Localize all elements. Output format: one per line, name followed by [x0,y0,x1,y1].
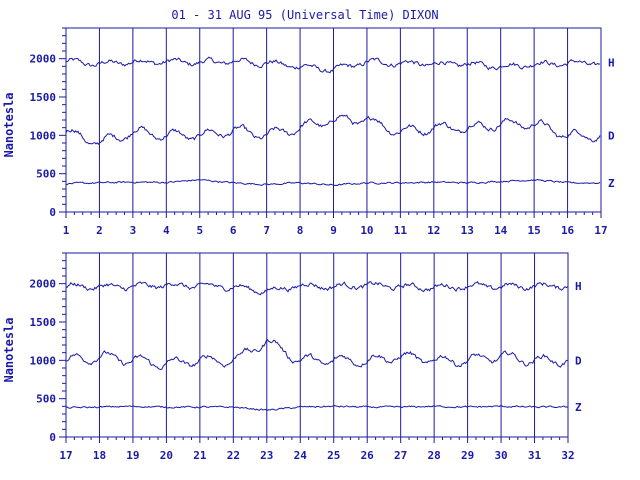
x-tick-label: 27 [394,449,407,462]
y-tick-label: 1500 [30,91,57,104]
x-tick-label: 17 [59,449,72,462]
series-label-h: H [608,57,615,70]
x-tick-label: 16 [561,224,575,237]
y-tick-label: 0 [49,206,56,219]
x-tick-label: 26 [361,449,375,462]
y-tick-label: 1000 [30,129,57,142]
x-tick-label: 1 [63,224,70,237]
x-tick-label: 25 [327,449,340,462]
x-tick-label: 3 [130,224,137,237]
panel-2: 17 18 19 20 21 22 23 24 25 26 27 28 29 30 31 32 0 500 1000… [30,252,582,462]
x-tick-label: 4 [163,224,170,237]
x-tick-label: 21 [193,449,207,462]
panels-group: 1 2 3 4 5 6 7 8 9 10 11 12 13 14 15 16 17050010001500200… [30,27,615,462]
series-line-d [65,339,568,371]
x-tick-label: 18 [93,449,106,462]
x-tick-label: 30 [494,449,507,462]
series-label-d: D [608,129,615,142]
x-tick-label: 29 [461,449,474,462]
x-tick-label: 32 [561,449,574,462]
x-tick-label: 14 [494,224,508,237]
series-label-h: H [575,280,582,293]
chart-title: 01 - 31 AUG 95 (Universal Time) DIXON [171,8,438,22]
panel-frame [65,252,569,438]
y-axis-label-bottom: Nanotesla [2,317,16,382]
y-tick-label: 1000 [30,354,57,367]
series-line-h [65,281,568,296]
panel-1: 1 2 3 4 5 6 7 8 9 10 11 12 13 14 15 16 17050010001500200… [30,27,615,237]
y-tick-label: 500 [36,393,56,406]
series-line-z [65,404,568,411]
y-tick-label: 2000 [30,278,57,291]
x-tick-label: 22 [227,449,240,462]
x-tick-label: 23 [260,449,273,462]
x-tick-label: 9 [330,224,337,237]
x-tick-label: 8 [297,224,304,237]
y-tick-label: 2000 [30,53,57,66]
x-tick-label: 6 [230,224,237,237]
x-tick-label: 7 [263,224,270,237]
x-tick-label: 28 [428,449,441,462]
y-tick-label: 0 [49,431,56,444]
series-label-z: Z [575,401,582,414]
series-line-d [65,114,601,145]
series-label-z: Z [608,177,615,190]
x-tick-label: 19 [126,449,139,462]
y-tick-label: 500 [36,168,56,181]
x-tick-label: 2 [96,224,103,237]
x-tick-label: 12 [427,224,440,237]
x-tick-label: 17 [594,224,607,237]
y-tick-label: 1500 [30,316,57,329]
x-tick-label: 11 [394,224,408,237]
x-tick-label: 31 [528,449,542,462]
series-line-z [65,178,601,187]
x-tick-label: 5 [196,224,203,237]
x-tick-label: 13 [461,224,474,237]
x-tick-label: 20 [160,449,173,462]
series-label-d: D [575,354,582,367]
x-tick-label: 10 [360,224,373,237]
series-line-h [65,56,601,74]
x-tick-label: 15 [528,224,541,237]
y-axis-label-top: Nanotesla [2,92,16,157]
x-tick-label: 24 [294,449,308,462]
